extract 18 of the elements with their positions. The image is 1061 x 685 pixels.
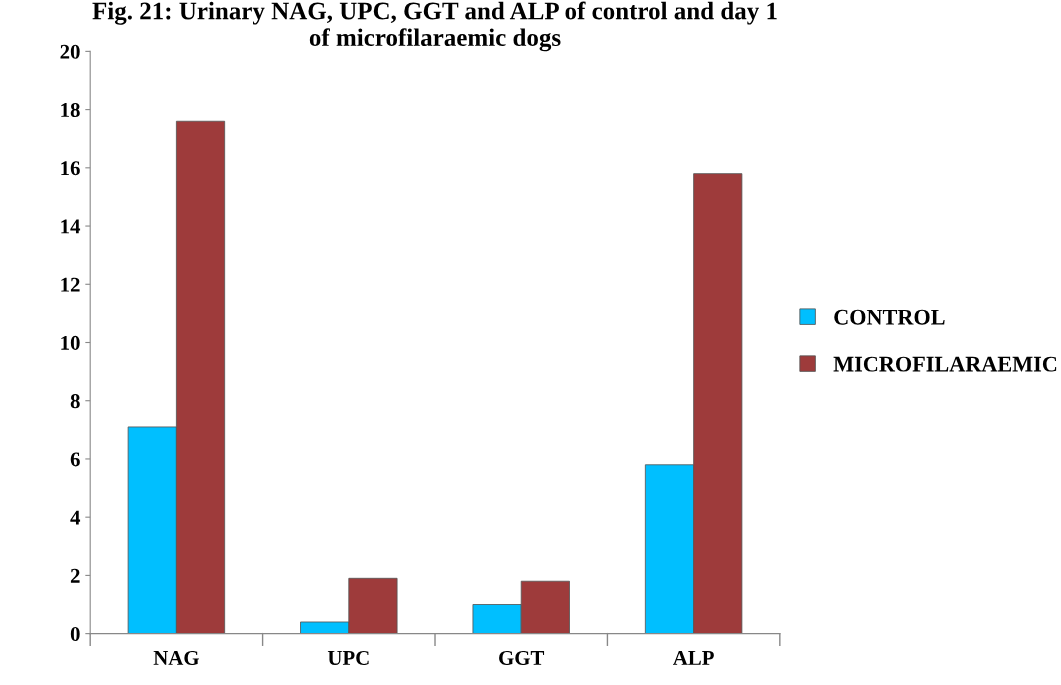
y-tick-label: 10 [61, 335, 80, 350]
y-tick-label: 4 [70, 510, 81, 525]
y-tick-label: 20 [60, 44, 80, 59]
x-tick-label: GGT [499, 650, 545, 665]
y-tick-label: 16 [61, 161, 80, 176]
x-tick-label: NAG [153, 650, 199, 665]
legend-label: MICROFILARAEMIC [833, 356, 1057, 372]
y-tick-label: 0 [70, 627, 80, 642]
x-tick-label: ALP [673, 650, 714, 665]
y-tick-label: 14 [61, 219, 81, 234]
y-tick-label: 18 [61, 102, 80, 118]
y-tick-label: 12 [61, 277, 80, 292]
legend-label: CONTROL [834, 309, 945, 325]
x-tick-label: UPC [327, 650, 369, 665]
y-tick-label: 8 [70, 394, 80, 409]
y-tick-label: 6 [70, 452, 80, 467]
chart-title: Fig. 21: Urinary NAG, UPC, GGT and ALP of control and day 1 of microfilaraemic dogs [92, 1, 777, 52]
y-tick-label: 2 [70, 568, 80, 583]
